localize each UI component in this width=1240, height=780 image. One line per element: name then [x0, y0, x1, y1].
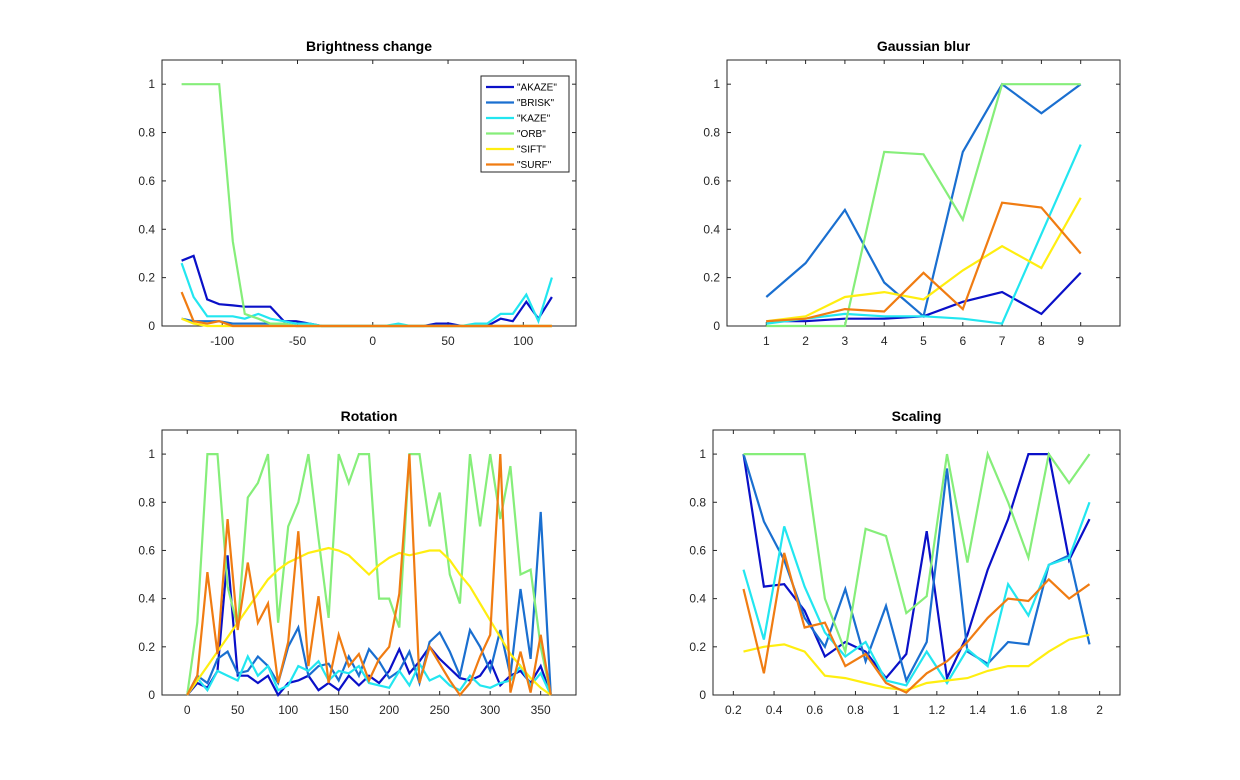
y-tick-label: 0.2 — [138, 271, 155, 285]
y-tick-label: 0.8 — [138, 126, 155, 140]
y-tick-label: 0.4 — [138, 592, 155, 606]
chart-panel-2: Gaussian blur 1 2 3 4 5 6 7 8 9 0 0.2 0.4 0.6 0.8 1 — [703, 38, 1121, 348]
y-tick-label: 1 — [699, 447, 706, 461]
x-tick-label: 50 — [231, 703, 245, 717]
x-tick-label: 50 — [441, 334, 455, 348]
y-tick-label: 1 — [713, 77, 720, 91]
series-line-kaze — [766, 144, 1082, 325]
x-tick-label: -50 — [289, 334, 307, 348]
legend-label-akaze: "AKAZE" — [517, 83, 557, 94]
legend-label-surf: "SURF" — [517, 160, 552, 171]
legend: "AKAZE" "BRISK" "KAZE" "ORB" "SIFT" "SURF" — [480, 75, 570, 173]
series-line-brisk — [742, 453, 1091, 684]
y-tick-label: 0 — [148, 688, 155, 702]
x-tick-label: -100 — [210, 334, 234, 348]
y-tick-label: 0.2 — [703, 271, 720, 285]
x-tick-label: 1 — [893, 703, 900, 717]
legend-label-brisk: "BRISK" — [517, 98, 555, 109]
y-tick-label: 0.4 — [689, 592, 706, 606]
x-tick-label: 1 — [763, 334, 770, 348]
x-tick-label: 1.8 — [1051, 703, 1068, 717]
y-tick-label: 0.6 — [689, 543, 706, 557]
x-tick-label: 2 — [802, 334, 809, 348]
legend-label-sift: "SIFT" — [517, 145, 546, 156]
series-line-sift — [743, 633, 1090, 692]
y-tick-label: 0 — [699, 688, 706, 702]
chart-panel-1: Brightness change -100 -50 0 50 100 0 0.2 0.4 0.6… — [138, 38, 577, 348]
legend-label-kaze: "KAZE" — [517, 114, 551, 125]
chart-panel-3: Rotation 0 50 100 150 200 250 300 350 0 0.2 0.4 0.6 0… — [138, 408, 577, 717]
x-tick-label: 0.2 — [725, 703, 742, 717]
legend-box — [480, 75, 570, 173]
y-tick-label: 1 — [148, 447, 155, 461]
x-tick-label: 0.6 — [806, 703, 823, 717]
x-tick-label: 7 — [999, 334, 1006, 348]
series-line-surf — [766, 201, 1082, 323]
chart-title: Rotation — [341, 408, 398, 424]
series-line-orb — [743, 450, 1091, 656]
x-tick-label: 350 — [531, 703, 551, 717]
x-tick-label: 1.6 — [1010, 703, 1027, 717]
series-line-kaze — [742, 501, 1091, 687]
x-tick-label: 200 — [379, 703, 399, 717]
y-tick-label: 0.2 — [138, 640, 155, 654]
x-tick-label: 6 — [959, 334, 966, 348]
chart-title: Gaussian blur — [877, 38, 971, 54]
x-tick-label: 1.4 — [969, 703, 986, 717]
series-line-surf — [742, 552, 1091, 694]
chart-title: Brightness change — [306, 38, 432, 54]
y-tick-label: 0.8 — [138, 495, 155, 509]
y-tick-label: 0.4 — [138, 222, 155, 236]
x-tick-label: 4 — [881, 334, 888, 348]
series-line-surf — [180, 291, 552, 328]
series-line-orb — [186, 453, 552, 696]
x-tick-label: 5 — [920, 334, 927, 348]
y-tick-label: 0.4 — [703, 222, 720, 236]
chart-panel-4: Scaling 0.2 0.4 0.6 0.8 1 1.2 1.4 1.6 1.8 2 0 0.2 0.4… — [689, 408, 1121, 717]
x-tick-label: 3 — [842, 334, 849, 348]
x-tick-label: 250 — [430, 703, 450, 717]
x-tick-label: 0 — [184, 703, 191, 717]
series-line-sift — [766, 197, 1082, 323]
series-line-surf — [186, 454, 552, 697]
x-tick-label: 100 — [513, 334, 533, 348]
series-line-brisk — [186, 511, 552, 696]
y-tick-label: 0.8 — [689, 495, 706, 509]
x-tick-label: 9 — [1077, 334, 1084, 348]
x-tick-label: 300 — [480, 703, 500, 717]
series-line-orb — [766, 83, 1081, 328]
y-tick-label: 0.8 — [703, 126, 720, 140]
x-tick-label: 0.8 — [847, 703, 864, 717]
y-tick-label: 0.6 — [138, 174, 155, 188]
series-line-akaze — [186, 555, 552, 697]
chart-title: Scaling — [892, 408, 942, 424]
x-tick-label: 1.2 — [929, 703, 946, 717]
legend-label-orb: "ORB" — [517, 129, 546, 140]
y-tick-label: 0 — [148, 319, 155, 333]
x-tick-label: 0 — [369, 334, 376, 348]
x-tick-label: 2 — [1096, 703, 1103, 717]
x-tick-label: 100 — [278, 703, 298, 717]
y-tick-label: 0.6 — [703, 174, 720, 188]
y-tick-label: 1 — [148, 77, 155, 91]
x-tick-label: 150 — [329, 703, 349, 717]
y-tick-label: 0.6 — [138, 543, 155, 557]
x-tick-label: 0.4 — [766, 703, 783, 717]
y-tick-label: 0 — [713, 319, 720, 333]
y-tick-label: 0.2 — [689, 640, 706, 654]
x-tick-label: 8 — [1038, 334, 1045, 348]
